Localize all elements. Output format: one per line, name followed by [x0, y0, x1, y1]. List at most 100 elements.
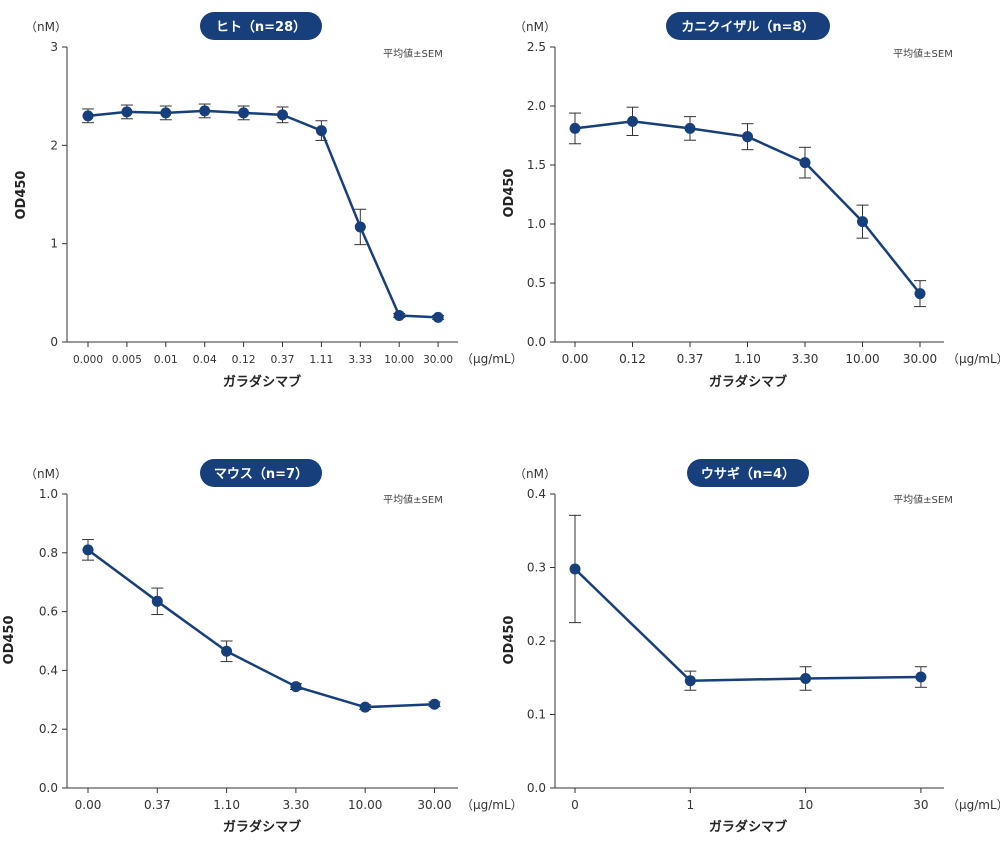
x-tick-label: 10.00 — [845, 352, 879, 366]
sem-note: 平均値±SEM — [383, 493, 443, 506]
x-tick-label: 0.000 — [73, 353, 103, 366]
x-tick-label: 10.00 — [348, 798, 382, 812]
chart-panel-2: カニクイザル（n=8） （nM） 平均値±SEM 0.0 0.5 1.0 1.5 2.0 2.5… — [502, 12, 1000, 390]
x-tick-label: 30 — [913, 798, 928, 812]
y-tick-label: 1.0 — [527, 217, 546, 231]
x-tick-label: 0.005 — [112, 353, 142, 366]
data-point — [354, 221, 366, 233]
x-tick-label: 1.11 — [309, 353, 333, 366]
data-point — [432, 311, 444, 323]
y-tick-label: 3 — [50, 40, 58, 54]
data-point — [800, 672, 812, 684]
y-axis-title: OD450 — [2, 616, 17, 665]
x-unit-label: （μg/mL） — [461, 798, 523, 812]
data-point — [315, 125, 327, 137]
x-tick-label: 30.00 — [423, 353, 453, 366]
chart-title-text: ウサギ（n=4） — [701, 466, 795, 482]
data-point — [290, 681, 302, 693]
y-tick-label: 0.1 — [527, 708, 546, 722]
x-tick-label: 0.12 — [619, 352, 646, 366]
series-line — [574, 568, 921, 682]
chart-title-text: カニクイザル（n=8） — [681, 19, 814, 35]
chart-title: カニクイザル（n=8） — [666, 12, 830, 40]
chart-panel-1: ヒト（n=28） （nM） 平均値±SEM 0 1 2 3 0.000 0.005 0.01 0.0… — [14, 12, 523, 390]
y-axis-title: OD450 — [502, 616, 517, 665]
y-unit-label: （nM） — [25, 20, 67, 34]
y-tick-label: 2.0 — [527, 99, 546, 113]
data-point — [238, 107, 250, 119]
chart-panel-4: ウサギ（n=4） （nM） 平均値±SEM 0.0 0.1 0.2 0.3 0.4 0 1 10 30… — [502, 459, 1000, 835]
y-axis-title: OD450 — [14, 171, 29, 220]
data-point — [221, 645, 233, 657]
data-point — [393, 309, 405, 321]
chart-title-text: ヒト（n=28） — [216, 19, 306, 35]
data-point — [199, 105, 211, 117]
data-point — [684, 122, 696, 134]
x-tick-label: 0.12 — [232, 353, 256, 366]
chart-title-text: マウス（n=7） — [214, 466, 308, 482]
y-tick-label: 0.0 — [527, 781, 546, 795]
x-unit-label: （μg/mL） — [947, 798, 1000, 812]
data-point — [160, 107, 172, 119]
y-tick-label: 0.4 — [39, 663, 58, 677]
sem-note: 平均値±SEM — [893, 47, 953, 60]
chart-title-pill — [200, 459, 322, 487]
x-axis-title: ガラダシマブ — [223, 374, 301, 390]
y-tick-label: 1.0 — [39, 487, 58, 501]
x-tick-label: 3.33 — [348, 353, 372, 366]
y-unit-label: （nM） — [25, 467, 67, 481]
data-point — [277, 109, 288, 121]
sem-note: 平均値±SEM — [893, 493, 953, 506]
x-axis-title: ガラダシマブ — [709, 374, 787, 390]
data-point — [121, 106, 133, 118]
y-tick-label: 2.5 — [527, 40, 546, 54]
chart-title-pill — [200, 12, 322, 40]
y-unit-label: （nM） — [514, 467, 556, 481]
data-point — [569, 563, 581, 575]
y-unit-label: （nM） — [514, 20, 556, 34]
y-tick-label: 0.8 — [39, 546, 58, 560]
x-unit-label: （μg/mL） — [461, 352, 523, 366]
data-point — [799, 157, 811, 169]
chart-panel-3: マウス（n=7） （nM） 平均値±SEM 0.0 0.2 0.4 0.6 0.8 1.0 0.0… — [2, 459, 523, 835]
series-line — [87, 548, 435, 709]
x-tick-label: 30.00 — [417, 798, 451, 812]
x-tick-label: 0.37 — [677, 352, 704, 366]
chart-title: マウス（n=7） — [200, 459, 322, 487]
data-point — [914, 288, 926, 300]
y-tick-label: 0.5 — [527, 276, 546, 290]
y-tick-label: 0.6 — [39, 605, 58, 619]
x-axis-title: ガラダシマブ — [223, 819, 301, 835]
x-tick-label: 30.00 — [903, 352, 937, 366]
x-tick-label: 1.10 — [213, 798, 240, 812]
data-point — [857, 216, 868, 228]
x-tick-label: 0 — [571, 798, 579, 812]
x-tick-label: 0.00 — [75, 798, 102, 812]
x-tick-label: 3.30 — [283, 798, 310, 812]
x-tick-label: 1 — [686, 798, 694, 812]
x-tick-label: 0.00 — [562, 352, 589, 366]
data-point — [429, 698, 440, 710]
x-tick-label: 10.00 — [384, 353, 414, 366]
y-tick-label: 0.0 — [39, 781, 58, 795]
y-tick-label: 0.4 — [527, 487, 546, 501]
sem-note: 平均値±SEM — [383, 47, 443, 60]
y-tick-label: 0.3 — [527, 561, 546, 575]
data-point — [82, 110, 94, 122]
y-tick-label: 1 — [50, 237, 58, 251]
series-line — [87, 109, 439, 319]
x-unit-label: （μg/mL） — [947, 352, 1000, 366]
y-tick-label: 1.5 — [527, 158, 546, 172]
data-point — [569, 122, 581, 134]
data-point — [742, 131, 753, 143]
data-point — [684, 675, 696, 687]
y-tick-label: 2 — [50, 138, 58, 152]
y-tick-label: 0 — [50, 335, 58, 349]
y-tick-label: 0.2 — [527, 634, 546, 648]
x-tick-label: 0.37 — [271, 353, 295, 366]
chart-title: ウサギ（n=4） — [687, 459, 809, 487]
x-axis-title: ガラダシマブ — [709, 819, 787, 835]
data-point — [359, 701, 371, 713]
x-tick-label: 0.37 — [144, 798, 171, 812]
